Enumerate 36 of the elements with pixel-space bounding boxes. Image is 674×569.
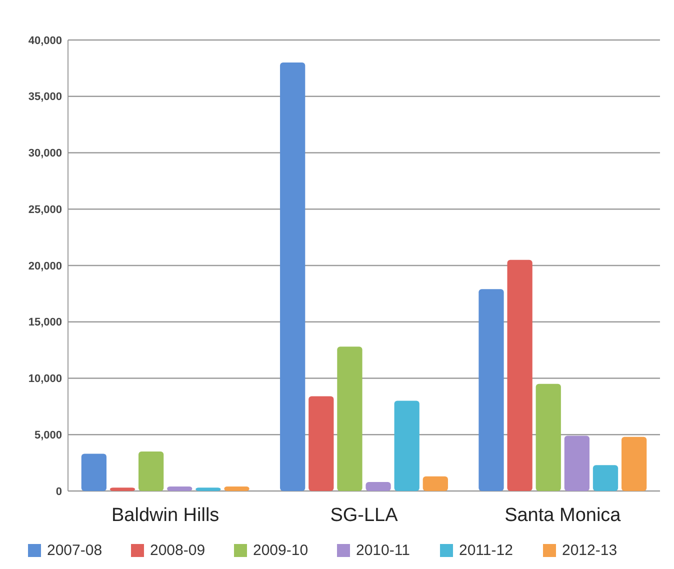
bar: [507, 260, 532, 491]
bar: [81, 454, 106, 491]
y-tick-label: 40,000: [28, 34, 62, 47]
bar: [366, 482, 391, 491]
x-tick-label: SG-LLA: [330, 505, 398, 526]
y-tick-label: 30,000: [28, 148, 62, 160]
legend-label: 2007-08: [47, 542, 102, 559]
bar: [422, 476, 448, 491]
legend-label: 2008-09: [150, 542, 206, 559]
bar: [592, 465, 618, 491]
legend-label: 2009-10: [253, 542, 308, 559]
bar: [308, 396, 334, 491]
bar: [564, 436, 590, 491]
bar: [110, 488, 136, 491]
x-tick-label: Baldwin Hills: [111, 505, 220, 526]
bar: [280, 62, 306, 491]
bar: [622, 436, 647, 491]
bar: [394, 400, 420, 491]
y-tick-label: 35,000: [28, 91, 62, 104]
x-tick-label: Santa Monica: [504, 505, 622, 526]
y-tick-label: 15,000: [28, 316, 62, 329]
bar: [167, 486, 192, 491]
legend-label: 2010-11: [356, 542, 410, 559]
y-tick-label: 25,000: [28, 204, 62, 216]
y-tick-label: 10,000: [28, 373, 62, 386]
legend-label: 2011-12: [459, 542, 513, 559]
y-tick-label: 5,000: [34, 429, 62, 442]
bar: [337, 346, 362, 491]
bar: [536, 384, 561, 491]
legend-label: 2012-13: [562, 542, 618, 559]
bar: [196, 488, 221, 491]
bar: [478, 289, 504, 491]
y-tick-label: 20,000: [28, 260, 62, 272]
y-tick-label: 0: [56, 486, 62, 498]
bar: [138, 452, 164, 491]
bar: [224, 486, 250, 491]
